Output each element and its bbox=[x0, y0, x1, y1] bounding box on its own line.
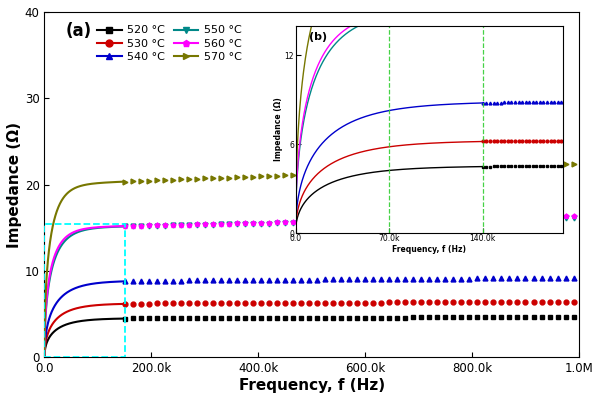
Y-axis label: Impedance (Ω): Impedance (Ω) bbox=[7, 122, 22, 248]
Bar bbox=[44, 224, 125, 358]
X-axis label: Frequency, f (Hz): Frequency, f (Hz) bbox=[239, 378, 385, 393]
Text: (a): (a) bbox=[66, 22, 92, 40]
Legend: 520 °C, 530 °C, 540 °C, 550 °C, 560 °C, 570 °C: 520 °C, 530 °C, 540 °C, 550 °C, 560 °C, … bbox=[93, 21, 246, 66]
